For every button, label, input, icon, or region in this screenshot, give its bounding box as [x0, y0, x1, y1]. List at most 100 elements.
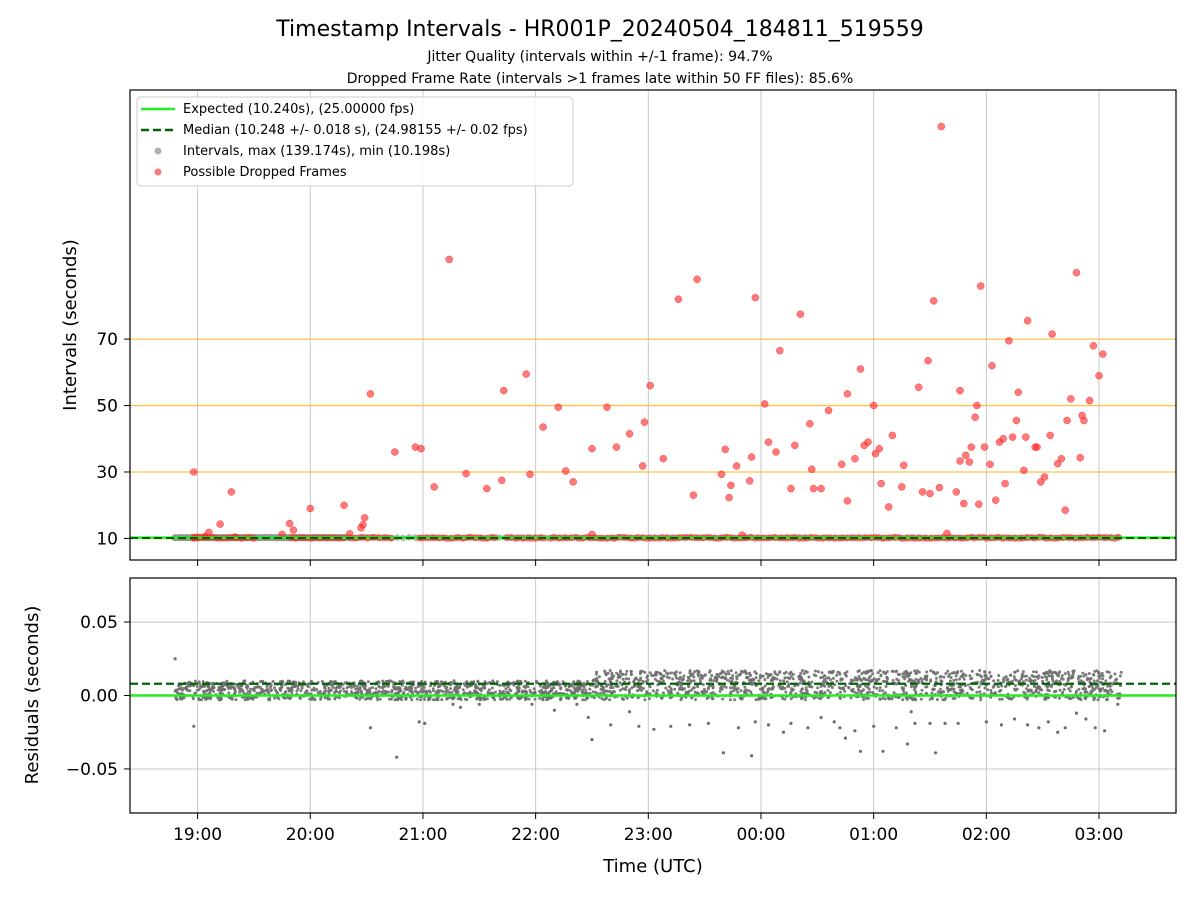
residual-point: [708, 684, 711, 688]
residual-point: [620, 672, 624, 676]
residual-point: [1097, 687, 1101, 691]
residual-point: [732, 689, 735, 693]
residual-point: [177, 684, 180, 688]
chart-subtitle-jitter: Jitter Quality (intervals within +/-1 fr…: [426, 49, 772, 65]
residual-point: [857, 674, 861, 678]
residual-point: [427, 689, 431, 693]
dropped-frame-point: [986, 460, 994, 469]
residual-point: [819, 715, 823, 720]
residual-point: [229, 696, 232, 700]
residual-point: [934, 676, 938, 680]
residual-point: [413, 689, 417, 693]
residual-point: [822, 682, 826, 686]
residual-point: [890, 697, 894, 701]
residual-point: [942, 690, 946, 694]
residual-point: [404, 696, 408, 700]
residual-point: [694, 698, 697, 701]
residual-point: [608, 698, 612, 702]
residual-point: [252, 696, 256, 700]
residual-point: [976, 673, 979, 677]
residual-point: [1032, 670, 1036, 674]
residual-point: [621, 687, 625, 691]
residual-point: [410, 698, 414, 702]
residual-point: [891, 678, 895, 682]
residual-point: [1045, 678, 1049, 682]
residual-point: [1001, 678, 1005, 682]
residual-point: [243, 698, 247, 702]
residual-point: [629, 669, 633, 673]
residual-point: [936, 690, 940, 694]
residual-point: [958, 677, 961, 681]
residual-point: [806, 726, 810, 730]
residual-point: [715, 677, 719, 681]
residual-point: [999, 723, 1004, 727]
residual-point: [590, 738, 594, 742]
residual-point: [1083, 686, 1087, 690]
residual-point: [905, 742, 910, 746]
residual-point: [968, 674, 972, 678]
residual-point: [1002, 680, 1006, 684]
residual-point: [1098, 674, 1102, 678]
residual-point: [1101, 674, 1105, 678]
residual-point: [799, 678, 803, 682]
residual-point: [935, 698, 939, 701]
dropped-frame-point: [693, 275, 701, 284]
residual-point: [719, 686, 722, 690]
residual-point: [764, 672, 768, 676]
residual-point: [445, 697, 449, 701]
residual-point: [820, 671, 824, 675]
residual-point: [954, 678, 958, 682]
residual-point: [197, 688, 201, 692]
residual-point: [975, 690, 979, 694]
dropped-frame-point: [843, 390, 852, 398]
residual-point: [232, 686, 236, 689]
residual-point: [895, 669, 898, 673]
residual-point: [581, 698, 585, 702]
dropped-frame-point: [956, 457, 964, 465]
residual-point: [200, 698, 204, 702]
residual-point: [814, 669, 817, 673]
residual-point: [716, 673, 720, 677]
residual-point: [1083, 696, 1087, 700]
residual-point: [719, 676, 723, 680]
residual-point: [1026, 684, 1030, 687]
residual-point: [784, 690, 788, 694]
dropped-frame-point: [796, 310, 805, 318]
residual-point: [751, 677, 755, 681]
residuals-axis-ticks: 19:00 20:00 21:00 22:00 23:00 00:00 01:00 02:00…: [66, 613, 1124, 845]
residual-point: [791, 672, 795, 676]
residual-point: [959, 688, 962, 692]
dropped-frame-point: [1057, 454, 1066, 463]
residual-point: [1087, 672, 1091, 675]
residual-point: [661, 679, 665, 683]
dropped-frame-point: [554, 403, 562, 411]
residual-point: [943, 721, 947, 726]
residual-point: [1013, 670, 1017, 674]
residual-point: [585, 696, 589, 700]
residual-point: [948, 679, 952, 683]
residual-point: [565, 688, 569, 692]
residual-point: [532, 687, 536, 691]
residual-point: [1067, 696, 1071, 700]
residual-point: [962, 677, 966, 681]
residual-point: [380, 690, 383, 694]
residual-point: [932, 671, 935, 675]
residual-point: [851, 679, 855, 682]
residual-point: [619, 669, 622, 673]
dropped-frame-point: [430, 483, 438, 491]
dropped-frame-point: [877, 479, 885, 488]
residual-point: [331, 680, 335, 684]
residual-point: [953, 671, 957, 675]
residual-point: [522, 685, 526, 688]
residual-point: [533, 690, 537, 694]
residual-point: [800, 687, 804, 691]
residual-point: [225, 679, 229, 683]
residual-point: [295, 689, 299, 693]
residual-point: [366, 680, 370, 684]
residual-point: [423, 697, 426, 701]
residual-point: [721, 751, 726, 755]
residual-point: [415, 697, 419, 701]
residual-point: [193, 691, 197, 695]
intervals-y-axis-label: Intervals (seconds): [60, 239, 81, 411]
residual-point: [1106, 684, 1110, 688]
